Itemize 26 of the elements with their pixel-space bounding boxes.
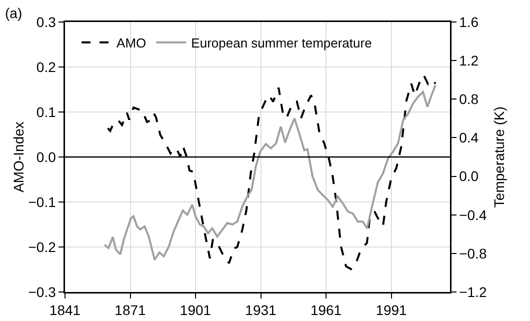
x-tick-label: 1901 <box>180 302 212 318</box>
y-tick-label: 0.3 <box>36 14 56 30</box>
y2-tick-label: −0.8 <box>459 245 487 262</box>
x-tick-label: 1931 <box>245 302 277 318</box>
x-tick-label: 1961 <box>310 302 342 318</box>
y2-tick-label: −1.2 <box>459 284 487 300</box>
y2-tick-label: 0.0 <box>459 168 479 184</box>
y2-axis-title: Temperature (K) <box>491 106 508 208</box>
y2-tick-label: 1.6 <box>459 14 479 30</box>
y2-tick-label: 0.8 <box>459 91 479 108</box>
x-tick-label: 1841 <box>49 302 81 318</box>
y2-tick-label: −0.4 <box>459 206 487 223</box>
y-tick-label: −0.1 <box>28 194 56 210</box>
y-axis-title: AMO-Index <box>10 122 26 192</box>
y2-tick-label: 1.2 <box>459 52 479 68</box>
x-tick-label: 1871 <box>114 302 146 318</box>
legend-label: AMO <box>116 35 146 50</box>
y-tick-label: 0.1 <box>36 104 56 120</box>
y-tick-label: 0.0 <box>36 148 56 165</box>
legend-label: European summer temperature <box>191 35 372 50</box>
text: (a) <box>5 5 22 21</box>
x-tick-label: 1991 <box>376 302 408 318</box>
y-tick-label: −0.3 <box>28 284 56 300</box>
y-tick-label: 0.2 <box>36 58 56 75</box>
y-tick-label: −0.2 <box>28 238 56 255</box>
y2-tick-label: 0.4 <box>459 130 479 146</box>
